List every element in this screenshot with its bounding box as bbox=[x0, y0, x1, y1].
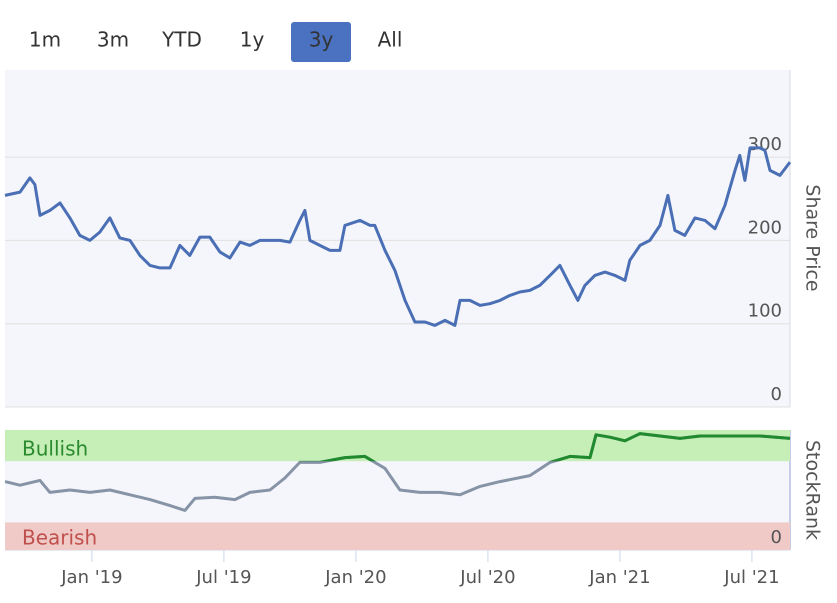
y-tick-label: 100 bbox=[748, 301, 782, 322]
range-button[interactable]: 1m bbox=[29, 28, 61, 52]
range-button[interactable]: All bbox=[378, 28, 403, 52]
x-tick-label: Jul '20 bbox=[459, 567, 515, 588]
y-tick-label: 0 bbox=[771, 384, 782, 405]
y-tick-label: 300 bbox=[748, 134, 782, 155]
price-panel bbox=[5, 70, 790, 407]
band-label: Bullish bbox=[22, 437, 88, 461]
range-button[interactable]: 3m bbox=[97, 28, 129, 52]
x-tick-label: Jan '21 bbox=[588, 567, 650, 588]
y-axis-title: Share Price bbox=[802, 184, 824, 291]
band bbox=[5, 430, 790, 462]
line-highlight bbox=[298, 432, 791, 462]
x-tick-label: Jul '21 bbox=[723, 567, 779, 588]
range-button-bg[interactable] bbox=[291, 22, 351, 62]
y-tick-label: 0 bbox=[771, 527, 782, 548]
range-button[interactable]: YTD bbox=[161, 28, 202, 52]
x-tick-label: Jan '20 bbox=[324, 567, 386, 588]
x-tick-label: Jul '19 bbox=[195, 567, 251, 588]
line bbox=[4, 146, 792, 327]
x-tick-label: Jan '19 bbox=[60, 567, 122, 588]
range-button[interactable]: 3y bbox=[309, 28, 334, 52]
y-tick-label: 200 bbox=[748, 217, 782, 238]
range-button[interactable]: 1y bbox=[240, 28, 265, 52]
band-label: Bearish bbox=[22, 526, 97, 550]
y-axis-title: StockRank bbox=[802, 440, 824, 540]
band bbox=[5, 522, 790, 550]
